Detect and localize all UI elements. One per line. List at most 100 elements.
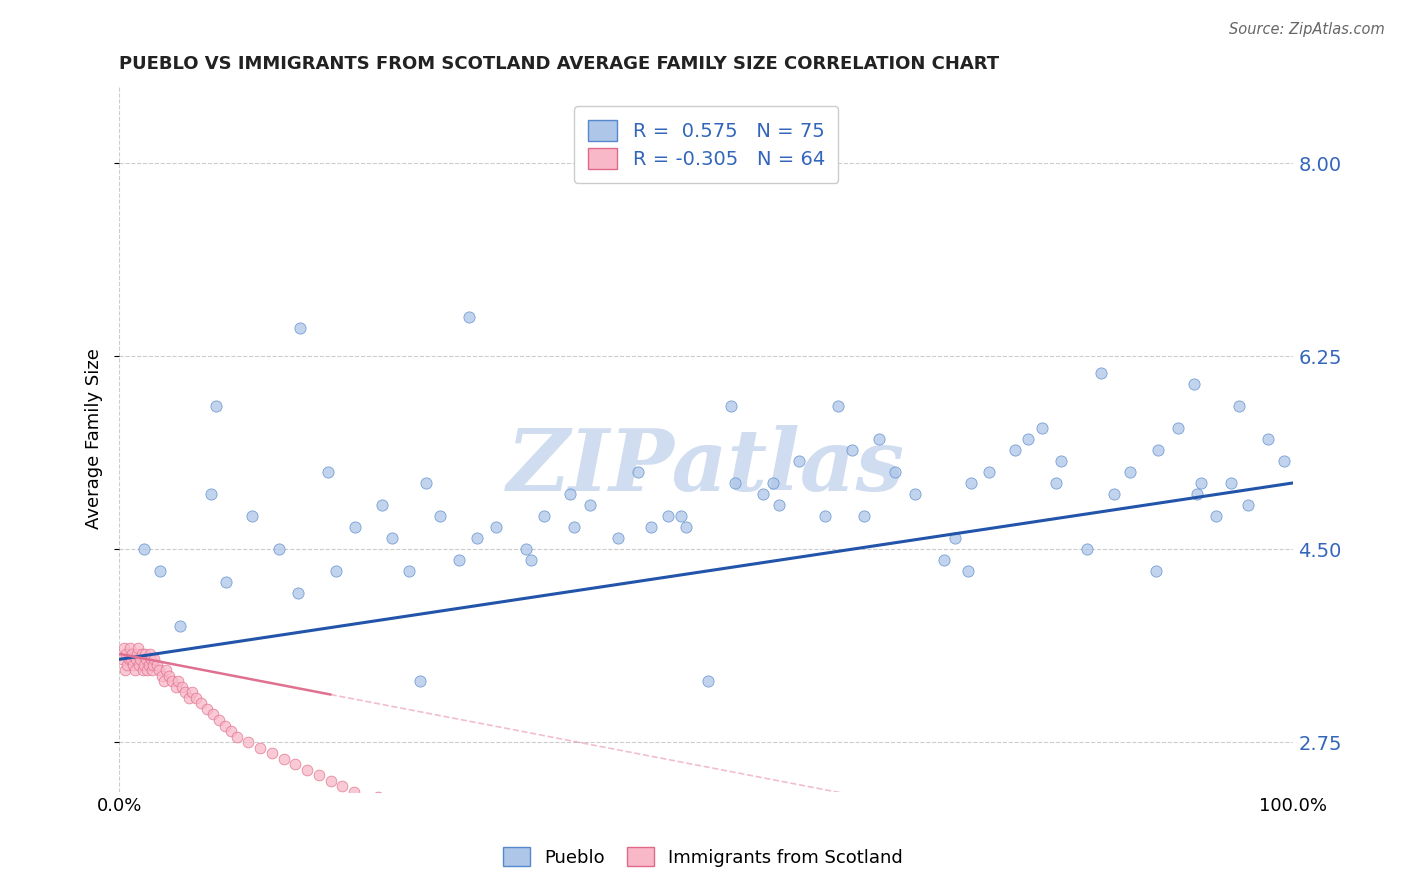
Point — [979, 465, 1001, 479]
Point — [184, 690, 207, 705]
Point — [139, 652, 162, 666]
Point — [135, 652, 157, 666]
Point — [214, 718, 236, 732]
Point — [1167, 421, 1189, 435]
Point — [751, 487, 773, 501]
Legend: Pueblo, Immigrants from Scotland: Pueblo, Immigrants from Scotland — [496, 840, 910, 874]
Point — [696, 674, 718, 689]
Point — [125, 647, 148, 661]
Point — [607, 531, 630, 545]
Point — [344, 520, 367, 534]
Point — [177, 690, 200, 705]
Point — [319, 773, 342, 788]
Point — [284, 757, 307, 772]
Point — [127, 641, 149, 656]
Point — [932, 553, 955, 567]
Legend: R =  0.575   N = 75, R = -0.305   N = 64: R = 0.575 N = 75, R = -0.305 N = 64 — [574, 106, 838, 183]
Point — [122, 657, 145, 672]
Point — [200, 487, 222, 501]
Point — [202, 707, 225, 722]
Point — [195, 702, 218, 716]
Point — [149, 564, 172, 578]
Point — [249, 740, 271, 755]
Point — [153, 674, 176, 689]
Point — [181, 685, 204, 699]
Point — [957, 564, 980, 578]
Point — [560, 487, 582, 501]
Point — [169, 619, 191, 633]
Point — [132, 657, 155, 672]
Point — [141, 664, 163, 678]
Point — [190, 697, 212, 711]
Point — [1004, 442, 1026, 457]
Point — [219, 724, 242, 739]
Point — [1102, 487, 1125, 501]
Point — [1220, 475, 1243, 490]
Point — [959, 475, 981, 490]
Point — [128, 657, 150, 672]
Point — [273, 751, 295, 765]
Point — [136, 664, 159, 678]
Point — [155, 664, 177, 678]
Point — [1031, 421, 1053, 435]
Y-axis label: Average Family Size: Average Family Size — [86, 348, 103, 529]
Point — [131, 647, 153, 661]
Point — [827, 399, 849, 413]
Point — [225, 730, 247, 744]
Point — [125, 652, 148, 666]
Point — [1185, 487, 1208, 501]
Point — [143, 652, 166, 666]
Point — [371, 498, 394, 512]
Point — [884, 465, 907, 479]
Point — [579, 498, 602, 512]
Point — [429, 508, 451, 523]
Point — [627, 465, 650, 479]
Point — [381, 531, 404, 545]
Point — [437, 806, 460, 821]
Point — [260, 746, 283, 760]
Text: PUEBLO VS IMMIGRANTS FROM SCOTLAND AVERAGE FAMILY SIZE CORRELATION CHART: PUEBLO VS IMMIGRANTS FROM SCOTLAND AVERA… — [120, 55, 1000, 73]
Point — [238, 735, 260, 749]
Point — [288, 321, 311, 335]
Point — [287, 586, 309, 600]
Point — [165, 680, 187, 694]
Point — [267, 542, 290, 557]
Point — [762, 475, 785, 490]
Point — [142, 657, 165, 672]
Text: Source: ZipAtlas.com: Source: ZipAtlas.com — [1229, 22, 1385, 37]
Point — [398, 564, 420, 578]
Point — [157, 669, 180, 683]
Point — [460, 818, 482, 832]
Point — [1257, 432, 1279, 446]
Point — [1017, 432, 1039, 446]
Point — [1182, 376, 1205, 391]
Point — [174, 685, 197, 699]
Point — [562, 520, 585, 534]
Point — [657, 508, 679, 523]
Point — [1045, 475, 1067, 490]
Point — [148, 664, 170, 678]
Point — [308, 768, 330, 782]
Point — [413, 801, 436, 815]
Point — [120, 652, 142, 666]
Point — [118, 652, 141, 666]
Point — [841, 442, 863, 457]
Point — [204, 399, 226, 413]
Point — [332, 779, 354, 793]
Point — [112, 641, 135, 656]
Point — [150, 669, 173, 683]
Point — [1236, 498, 1258, 512]
Point — [943, 531, 966, 545]
Point — [675, 520, 697, 534]
Point — [1229, 399, 1251, 413]
Point — [170, 680, 193, 694]
Point — [139, 647, 162, 661]
Point — [389, 796, 412, 810]
Point — [132, 664, 155, 678]
Point — [1119, 465, 1142, 479]
Point — [720, 399, 742, 413]
Point — [208, 713, 231, 727]
Point — [167, 674, 190, 689]
Point — [485, 520, 508, 534]
Point — [1144, 564, 1167, 578]
